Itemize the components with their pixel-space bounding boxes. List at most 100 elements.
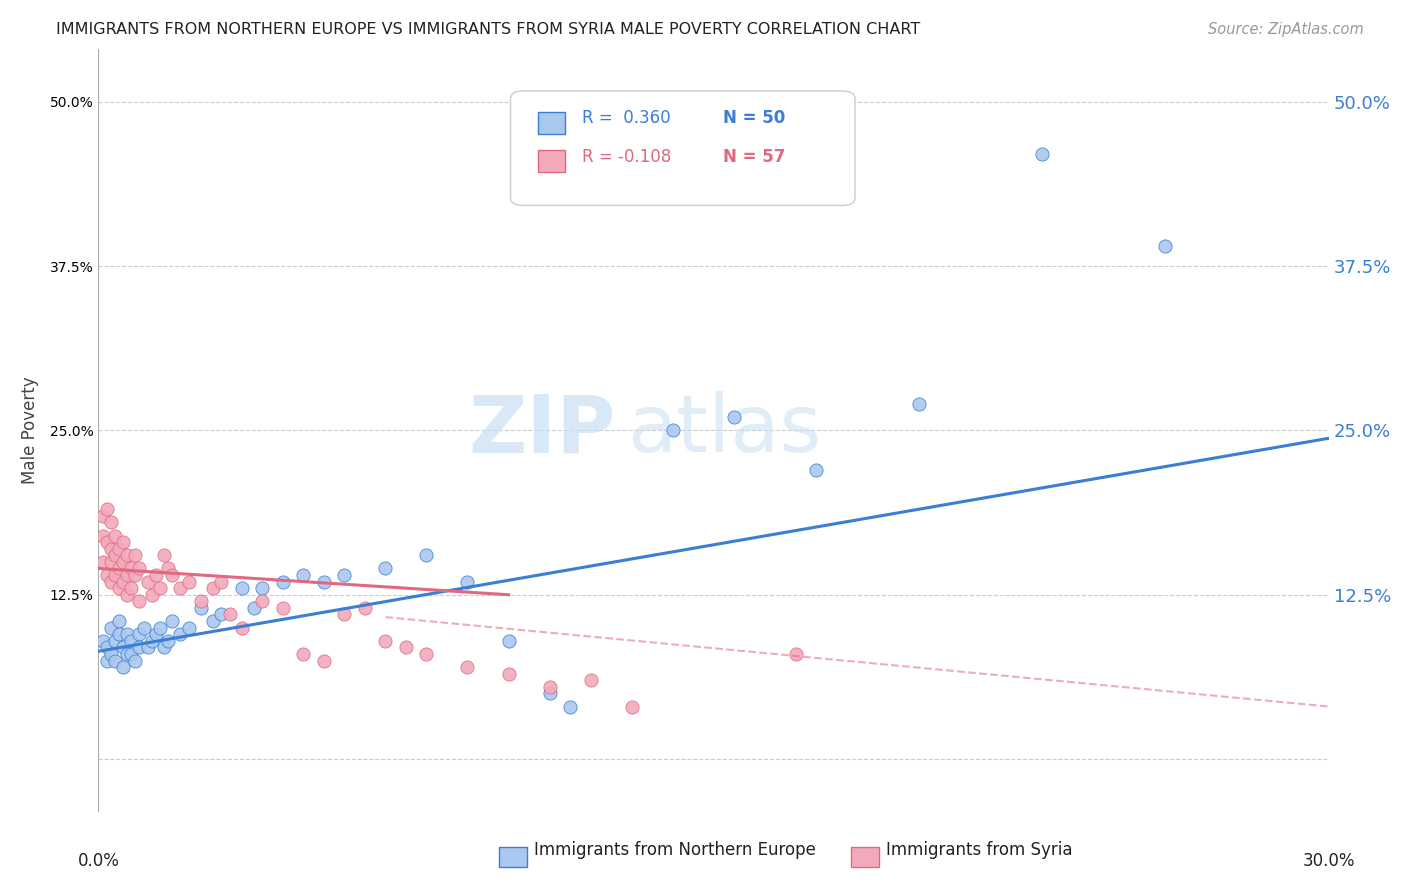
Point — [96, 568, 118, 582]
Point — [112, 640, 135, 655]
Point — [120, 581, 142, 595]
Point — [415, 549, 437, 563]
FancyBboxPatch shape — [537, 112, 565, 134]
Point — [190, 594, 212, 608]
Point — [292, 568, 315, 582]
Point — [141, 633, 163, 648]
Point — [292, 647, 315, 661]
Point — [104, 549, 127, 563]
Point — [333, 568, 356, 582]
Point — [100, 647, 122, 661]
Point — [169, 627, 191, 641]
Point — [100, 621, 122, 635]
Point — [231, 581, 253, 595]
Text: Immigrants from Syria: Immigrants from Syria — [886, 841, 1073, 859]
Point — [271, 601, 294, 615]
Point — [457, 660, 479, 674]
Point — [124, 568, 146, 582]
Point — [115, 647, 138, 661]
Point — [252, 594, 274, 608]
Point — [177, 574, 200, 589]
Point — [153, 640, 176, 655]
Text: N = 50: N = 50 — [723, 110, 786, 128]
Point — [661, 424, 683, 438]
Point — [108, 561, 131, 575]
Point — [120, 647, 142, 661]
Text: ZIP: ZIP — [468, 392, 616, 469]
Point — [115, 627, 138, 641]
Point — [211, 607, 233, 622]
Point — [145, 627, 167, 641]
Point — [218, 607, 240, 622]
Point — [149, 621, 172, 635]
Point — [120, 633, 142, 648]
Point — [91, 528, 114, 542]
Point — [115, 568, 138, 582]
Point — [153, 549, 176, 563]
Text: IMMIGRANTS FROM NORTHERN EUROPE VS IMMIGRANTS FROM SYRIA MALE POVERTY CORRELATIO: IMMIGRANTS FROM NORTHERN EUROPE VS IMMIG… — [56, 22, 921, 37]
Point — [1153, 239, 1175, 253]
Y-axis label: Male Poverty: Male Poverty — [21, 376, 38, 484]
Point — [1031, 147, 1053, 161]
Point — [202, 581, 225, 595]
Point — [558, 699, 581, 714]
Point — [104, 568, 127, 582]
Point — [202, 614, 225, 628]
Point — [620, 699, 643, 714]
Point — [132, 621, 155, 635]
Point — [354, 601, 377, 615]
Point — [108, 627, 131, 641]
FancyBboxPatch shape — [510, 91, 855, 205]
Point — [104, 528, 127, 542]
Point — [907, 397, 929, 411]
Text: Immigrants from Northern Europe: Immigrants from Northern Europe — [534, 841, 815, 859]
Point — [157, 633, 180, 648]
Point — [120, 561, 142, 575]
Point — [112, 574, 135, 589]
Point — [124, 549, 146, 563]
Point — [243, 601, 266, 615]
Text: R = -0.108: R = -0.108 — [582, 147, 671, 166]
Point — [457, 574, 479, 589]
Text: R =  0.360: R = 0.360 — [582, 110, 671, 128]
Point — [128, 561, 150, 575]
Point — [115, 588, 138, 602]
Point — [145, 568, 167, 582]
Point — [128, 640, 150, 655]
Point — [91, 508, 114, 523]
Point — [108, 581, 131, 595]
Point — [231, 621, 253, 635]
Text: 30.0%: 30.0% — [1302, 852, 1355, 870]
Point — [100, 574, 122, 589]
Point — [162, 568, 183, 582]
Text: atlas: atlas — [627, 392, 821, 469]
Point — [115, 549, 138, 563]
FancyBboxPatch shape — [537, 151, 565, 172]
Point — [100, 555, 122, 569]
Text: Source: ZipAtlas.com: Source: ZipAtlas.com — [1208, 22, 1364, 37]
Point — [538, 686, 561, 700]
Point — [96, 640, 118, 655]
Text: N = 57: N = 57 — [723, 147, 786, 166]
Point — [157, 561, 180, 575]
Point — [804, 463, 827, 477]
Point — [498, 633, 520, 648]
Point — [112, 660, 135, 674]
Point — [785, 647, 807, 661]
Point — [108, 541, 131, 556]
Point — [91, 633, 114, 648]
Point — [169, 581, 191, 595]
Point — [136, 574, 159, 589]
Point — [124, 653, 146, 667]
Point — [128, 594, 150, 608]
Point — [96, 535, 118, 549]
Point — [498, 666, 520, 681]
Point — [162, 614, 183, 628]
Point — [312, 653, 335, 667]
Point — [190, 601, 212, 615]
Point — [136, 640, 159, 655]
Point — [112, 535, 135, 549]
Point — [538, 680, 561, 694]
Point — [252, 581, 274, 595]
Point — [128, 627, 150, 641]
